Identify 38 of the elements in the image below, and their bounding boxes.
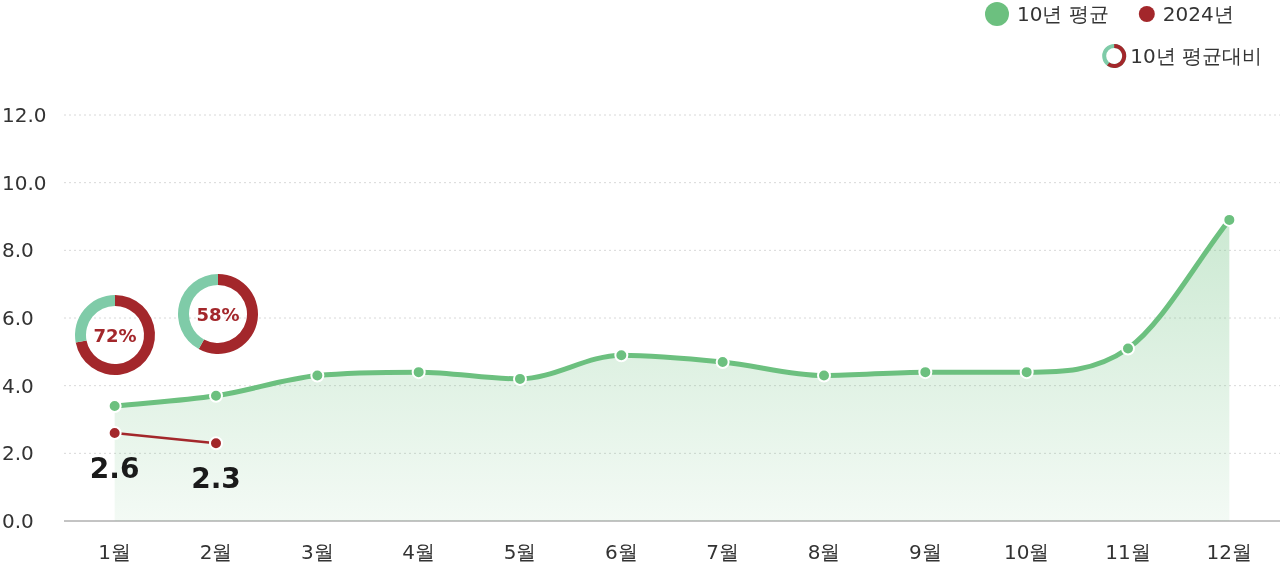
y-tick-label: 12.0	[2, 103, 47, 127]
donut-slice	[198, 274, 258, 354]
point	[209, 388, 223, 403]
y-tick-label: 6.0	[2, 306, 34, 330]
data-label: 2.3	[191, 462, 241, 496]
data-label: 2.6	[89, 452, 140, 486]
donut-slice	[75, 295, 155, 375]
y-tick-label: 8.0	[2, 238, 34, 263]
y-tick-label: 10.0	[2, 170, 47, 195]
x-tick-label: 9월	[908, 540, 942, 564]
x-tick-label: 6월	[604, 540, 638, 564]
point	[1121, 341, 1135, 356]
x-tick-label: 1월	[98, 540, 132, 564]
point	[310, 368, 325, 383]
point	[1019, 365, 1034, 380]
x-tick-label: 8월	[807, 540, 841, 564]
data-label: 58%	[196, 304, 240, 325]
data-label: 72%	[93, 325, 137, 346]
y-tick-label: 0.0	[2, 509, 34, 533]
legend-label: 2024년	[1162, 2, 1234, 26]
y-tick-label: 4.0	[2, 373, 34, 398]
point	[107, 426, 122, 441]
text: 10년 평균대비	[1130, 44, 1262, 68]
x-tick-label: 5월	[503, 540, 537, 564]
point	[918, 365, 933, 380]
x-tick-label: 7월	[706, 540, 740, 564]
legend-label: 10년 평균	[1017, 2, 1109, 26]
x-tick-label: 12월	[1206, 540, 1253, 564]
x-tick-label: 11월	[1105, 540, 1151, 564]
x-tick-label: 3월	[300, 540, 334, 564]
x-tick-label: 10월	[1003, 540, 1050, 564]
point	[817, 368, 831, 383]
y-tick-label: 2.0	[2, 441, 34, 466]
x-tick-label: 2월	[199, 540, 233, 564]
point	[411, 365, 426, 380]
point	[209, 436, 223, 451]
point	[614, 348, 629, 363]
x-tick-label: 4월	[402, 540, 436, 564]
